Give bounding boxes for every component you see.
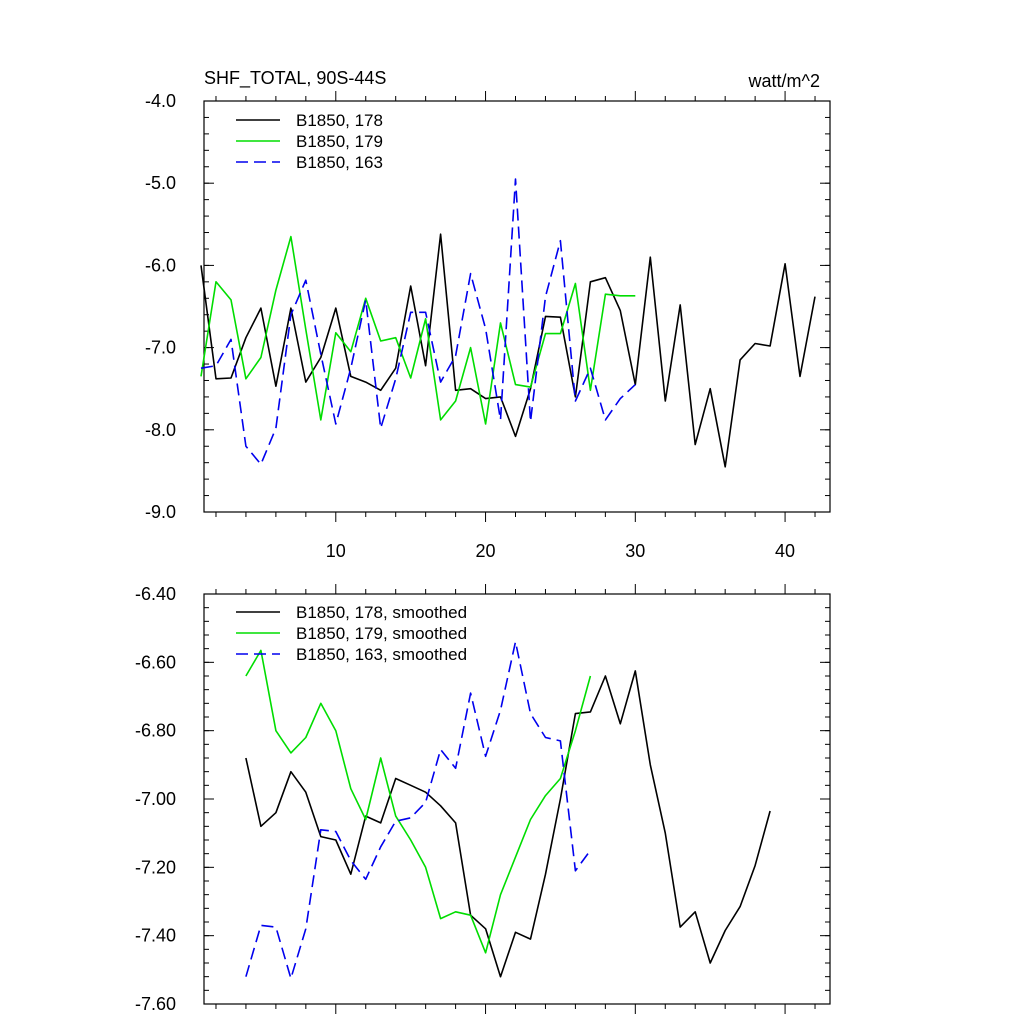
bottom-series-line-2 bbox=[245, 649, 592, 954]
y-tick-label: -7.00 bbox=[135, 789, 176, 809]
bottom-legend-label-3: B1850, 163, smoothed bbox=[296, 645, 467, 664]
bottom-series-line-1 bbox=[245, 670, 771, 978]
x-tick-label: 20 bbox=[476, 541, 496, 561]
top-legend-label-1: B1850, 178 bbox=[296, 111, 383, 130]
legend-bottom: B1850, 178, smoothed B1850, 179, smoothed… bbox=[236, 603, 467, 664]
y-tick-label: -6.60 bbox=[135, 652, 176, 672]
units-label: watt/m^2 bbox=[748, 71, 820, 91]
chart-title: SHF_TOTAL, 90S-44S bbox=[204, 68, 386, 89]
y-tick-label: -7.40 bbox=[135, 926, 176, 946]
top-legend-label-3: B1850, 163 bbox=[296, 153, 383, 172]
plot-frame-top bbox=[203, 100, 831, 513]
y-tick-label: -7.0 bbox=[145, 338, 176, 358]
y-tick-label: -5.0 bbox=[145, 173, 176, 193]
top-legend-label-2: B1850, 179 bbox=[296, 132, 383, 151]
y-tick-label: -6.80 bbox=[135, 721, 176, 741]
bottom-legend-label-2: B1850, 179, smoothed bbox=[296, 624, 467, 643]
axis-ticks-bottom: -6.40 -6.60 -6.80 -7.00 -7.20 -7.40 -7.60 bbox=[135, 584, 830, 1014]
panel-bottom: -6.40 -6.60 -6.80 -7.00 -7.20 -7.40 -7.60 B185… bbox=[135, 584, 831, 1014]
top-series-line-3 bbox=[200, 178, 636, 466]
y-tick-label: -6.0 bbox=[145, 255, 176, 275]
x-tick-label: 10 bbox=[326, 541, 346, 561]
y-tick-label: -7.60 bbox=[135, 994, 176, 1014]
x-tick-label: 30 bbox=[625, 541, 645, 561]
y-tick-label: -9.0 bbox=[145, 502, 176, 522]
y-tick-label: -7.20 bbox=[135, 857, 176, 877]
y-tick-label: -4.0 bbox=[145, 91, 176, 111]
top-series-line-2 bbox=[200, 235, 636, 425]
x-tick-label: 40 bbox=[775, 541, 795, 561]
series-group-top bbox=[200, 178, 816, 468]
series-group-bottom bbox=[245, 640, 771, 980]
bottom-series-line-3 bbox=[245, 640, 592, 980]
top-series-line-1 bbox=[200, 233, 816, 468]
y-tick-label: -8.0 bbox=[145, 420, 176, 440]
y-tick-label: -6.40 bbox=[135, 584, 176, 604]
legend-top: B1850, 178 B1850, 179 B1850, 163 bbox=[236, 111, 383, 172]
bottom-legend-label-1: B1850, 178, smoothed bbox=[296, 603, 467, 622]
panel-top: SHF_TOTAL, 90S-44S watt/m^2 -4.0 -5.0 -6.0… bbox=[145, 68, 831, 561]
